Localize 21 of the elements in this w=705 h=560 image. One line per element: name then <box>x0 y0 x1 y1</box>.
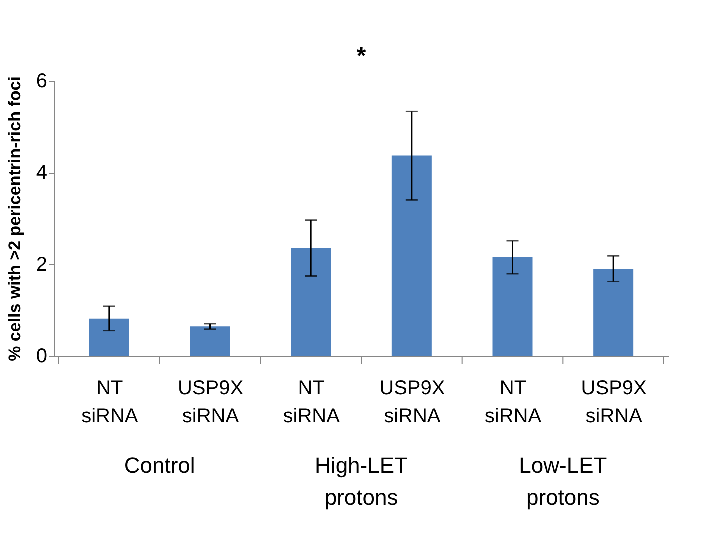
x-tick-label: USP9X siRNA <box>581 378 647 428</box>
bar <box>392 156 432 356</box>
bar <box>594 269 634 356</box>
x-tick-label: NT siRNA <box>82 378 139 428</box>
x-tick-label: USP9X siRNA <box>380 378 446 428</box>
bar <box>89 318 130 356</box>
x-tick-label: USP9X siRNA <box>178 378 244 428</box>
y-tick-label: 4 <box>36 162 48 184</box>
y-tick-label: 2 <box>36 254 48 276</box>
text: Control <box>124 453 196 478</box>
x-tick-label: NT siRNA <box>283 378 341 428</box>
text: Low-LET protons <box>519 453 608 510</box>
text: High-LET protons <box>315 453 408 510</box>
bar <box>190 326 230 356</box>
bar <box>291 248 332 356</box>
y-axis-title: % cells with >2 pericentrin-rich foci <box>5 76 24 362</box>
text: * <box>356 43 367 70</box>
bar <box>492 257 533 356</box>
y-tick-label: 0 <box>36 346 48 368</box>
x-tick-label: NT siRNA <box>484 378 542 428</box>
y-tick-label: 6 <box>36 70 48 92</box>
